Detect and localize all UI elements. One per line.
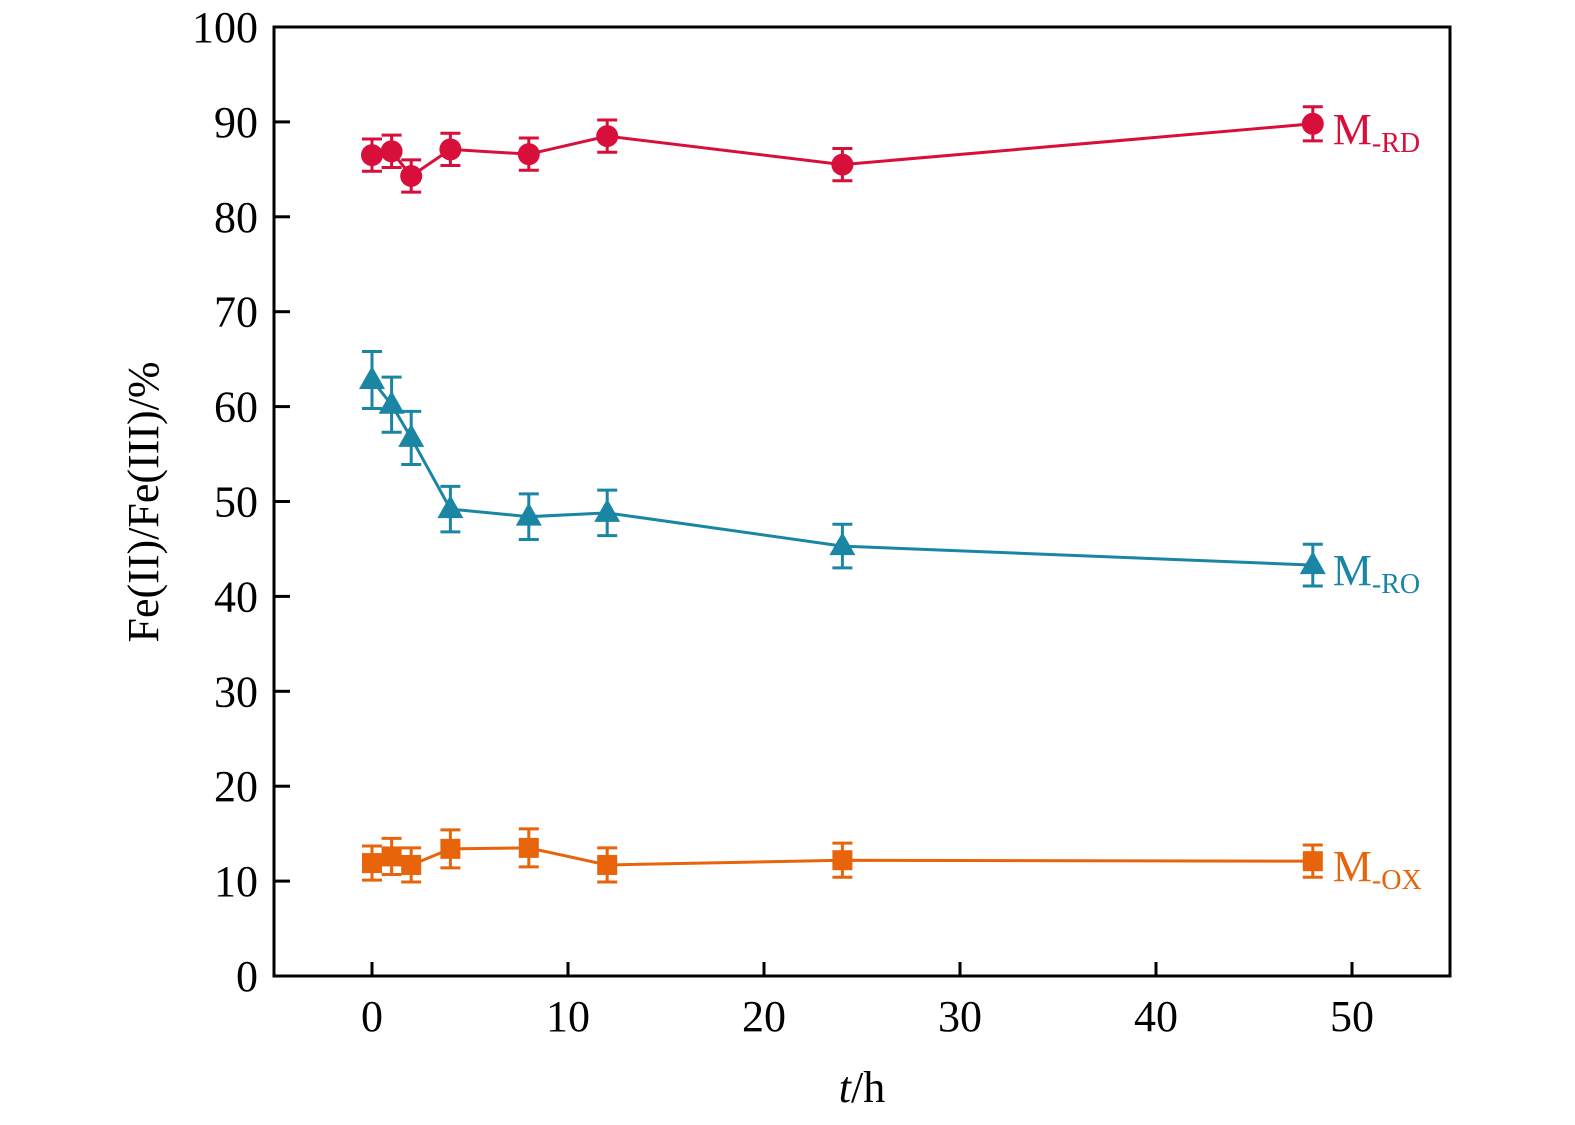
data-point-circle [831, 153, 854, 176]
y-tick-label: 0 [236, 952, 258, 1001]
series-label-m-ro: M-RO [1333, 546, 1420, 600]
y-axis-title: Fe(II)/Fe(III)/% [119, 362, 168, 643]
x-tick-label: 40 [1134, 992, 1178, 1041]
data-point-triangle [829, 532, 856, 556]
data-point-triangle [359, 366, 385, 390]
y-tick-label: 10 [214, 857, 258, 906]
data-point-square [362, 853, 382, 874]
data-point-square [401, 854, 422, 875]
labels-layer: M-RDM-ROM-OX [1333, 105, 1422, 896]
series-m-ox [362, 827, 1323, 884]
data-point-triangle [515, 502, 542, 526]
data-point-square [832, 850, 853, 871]
data-point-circle [361, 144, 383, 167]
data-point-triangle [1299, 551, 1326, 575]
x-tick-label: 30 [938, 992, 982, 1041]
x-tick-label: 10 [546, 992, 590, 1041]
data-point-circle [400, 164, 423, 187]
data-point-circle [380, 140, 403, 163]
data-point-square [440, 838, 461, 859]
data-point-circle [1301, 112, 1324, 135]
y-tick-label: 60 [214, 383, 258, 432]
x-tick-label: 50 [1330, 992, 1374, 1041]
data-point-triangle [398, 423, 425, 447]
data-point-square [597, 854, 618, 875]
data-point-square [518, 837, 539, 858]
series-layer [359, 105, 1326, 884]
series-label-main: M [1333, 842, 1372, 891]
series-label-m-rd: M-RD [1333, 105, 1420, 159]
data-point-square [1302, 851, 1323, 872]
series-label-m-ox: M-OX [1333, 842, 1422, 896]
data-point-triangle [378, 390, 405, 414]
series-label-main: M [1333, 105, 1372, 154]
axes: 0 10 20 30 40 50 60 70 80 90 100 0 10 20 30 40 50 [192, 3, 1452, 1041]
data-point-circle [517, 143, 540, 166]
data-point-circle [439, 138, 462, 161]
y-tick-label: 40 [214, 572, 258, 621]
data-point-circle [596, 125, 619, 148]
x-tick-label: 0 [361, 992, 383, 1041]
y-tick-label: 80 [214, 193, 258, 242]
y-tick-label: 50 [214, 478, 258, 527]
y-tick-label: 100 [192, 3, 258, 52]
y-tick-label: 70 [214, 288, 258, 337]
y-tick-label: 20 [214, 762, 258, 811]
series-label-subscript: -RO [1372, 569, 1420, 600]
series-m-ro [359, 350, 1326, 588]
series-label-subscript: -RD [1372, 128, 1420, 159]
data-point-triangle [594, 498, 621, 522]
y-tick-label: 30 [214, 667, 258, 716]
data-point-triangle [437, 495, 464, 519]
series-m-rd [361, 105, 1324, 194]
x-tick-label: 20 [742, 992, 786, 1041]
data-point-square [381, 846, 402, 867]
series-label-main: M [1333, 546, 1372, 595]
x-axis-title-unit: /h [851, 1063, 885, 1112]
x-axis-title: t/h [839, 1063, 885, 1112]
x-axis-title-italic: t [839, 1063, 853, 1112]
series-label-subscript: -OX [1372, 865, 1422, 896]
y-tick-label: 90 [214, 98, 258, 147]
